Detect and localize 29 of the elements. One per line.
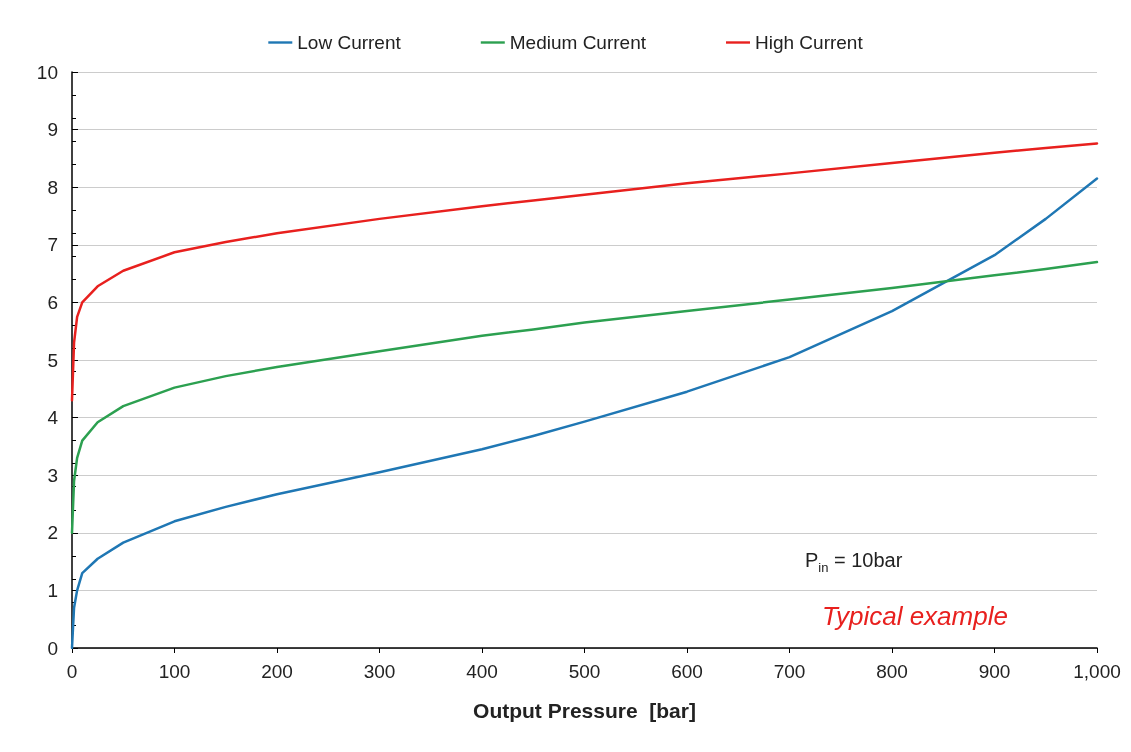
y-tick-label: 4	[47, 407, 59, 429]
y-tick-label: 2	[47, 522, 58, 544]
x-tick-label: 700	[773, 661, 806, 682]
y-tick-label: 10	[36, 61, 58, 83]
y-tick-label: 0	[47, 637, 58, 659]
line-series	[70, 142, 1099, 402]
y-tick-label: 3	[47, 464, 58, 486]
x-tick-label: 100	[158, 661, 191, 682]
y-tick-label: 6	[47, 291, 58, 313]
x-tick-label: 1,000	[1073, 661, 1121, 682]
x-tick-label: 900	[978, 661, 1011, 682]
annotation: Typical example	[822, 601, 1008, 631]
x-axis-title: Output Pressure [bar]	[473, 699, 696, 722]
y-tick-label: 5	[47, 349, 58, 371]
y-tick-label: 9	[47, 119, 58, 141]
x-tick-label: 200	[261, 661, 293, 682]
line-series	[70, 260, 1099, 535]
x-tick-label: 600	[671, 661, 703, 682]
legend-label: Medium Current	[509, 32, 647, 53]
legend-label: Low Current	[297, 32, 402, 53]
y-tick-label: 7	[47, 234, 58, 256]
x-tick-label: 300	[363, 661, 396, 682]
y-tick-label: 1	[47, 579, 58, 601]
x-tick-label: 0	[66, 661, 78, 682]
x-tick-label: 800	[876, 661, 908, 682]
y-tick-label: 8	[47, 176, 58, 198]
x-tick-label: 500	[568, 661, 601, 682]
legend-label: High Current	[754, 32, 864, 53]
x-tick-label: 400	[466, 661, 498, 682]
